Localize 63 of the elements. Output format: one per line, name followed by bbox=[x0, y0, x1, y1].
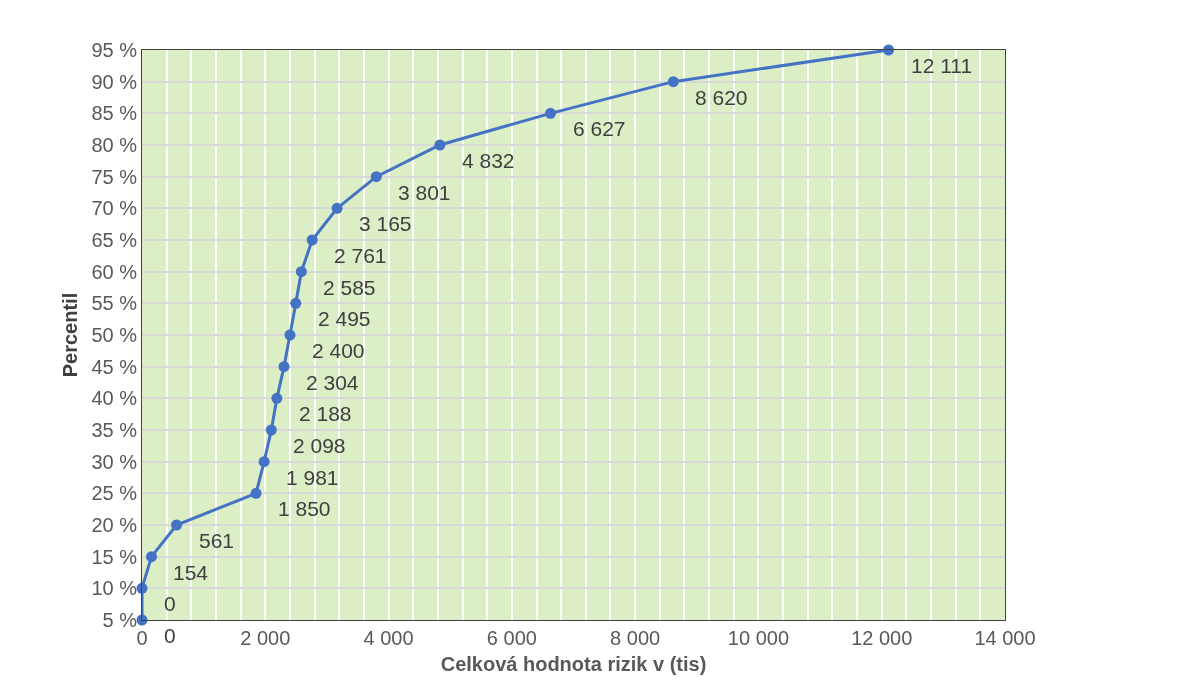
y-tick-label: 25 % bbox=[91, 482, 138, 505]
point bbox=[171, 519, 183, 531]
x-tick-label: 10 000 bbox=[727, 627, 790, 649]
y-tick-label: 75 % bbox=[91, 165, 138, 188]
y-tick-label: 15 % bbox=[91, 545, 138, 568]
x-tick-label: 8 000 bbox=[610, 627, 661, 649]
y-tick-label: 55 % bbox=[91, 292, 138, 315]
annotation: 154 bbox=[173, 561, 209, 584]
annotation: 12 111 bbox=[911, 54, 973, 77]
y-tick-label: 40 % bbox=[91, 387, 138, 410]
y-tick-label: 65 % bbox=[91, 229, 138, 251]
point bbox=[331, 202, 343, 214]
y-tick-label: 70 % bbox=[91, 197, 138, 220]
point bbox=[667, 76, 679, 88]
point bbox=[306, 234, 318, 246]
annotation: 6 627 bbox=[573, 117, 626, 140]
point bbox=[370, 171, 382, 183]
point bbox=[258, 456, 270, 468]
y-tick-label: 60 % bbox=[91, 260, 138, 283]
y-tick-label: 95 % bbox=[91, 39, 138, 61]
point bbox=[295, 266, 307, 278]
y-tick-label: 45 % bbox=[91, 355, 138, 378]
annotation: 3 801 bbox=[398, 181, 451, 204]
x-tick-label: 2 000 bbox=[240, 627, 291, 649]
annotation: 2 188 bbox=[299, 402, 352, 425]
point bbox=[278, 361, 290, 373]
x-axis-title: Celková hodnota rizik v (tis) bbox=[440, 652, 707, 675]
y-tick-label: 20 % bbox=[91, 514, 138, 536]
point bbox=[434, 139, 446, 151]
annotation: 2 761 bbox=[334, 244, 387, 267]
x-tick-label: 6 000 bbox=[486, 627, 537, 649]
annotation: 2 400 bbox=[312, 339, 365, 362]
annotation: 4 832 bbox=[462, 149, 515, 172]
point bbox=[545, 107, 557, 119]
y-tick-label: 35 % bbox=[91, 419, 138, 441]
x-tick-label: 14 000 bbox=[974, 627, 1036, 649]
y-tick-label: 10 % bbox=[91, 577, 138, 600]
y-tick-label: 50 % bbox=[91, 324, 138, 346]
point bbox=[271, 392, 283, 404]
y-tick-label: 90 % bbox=[91, 70, 138, 93]
x-tick-label: 0 bbox=[136, 627, 148, 649]
x-tick-label: 12 000 bbox=[851, 627, 913, 649]
y-tick-label: 5 % bbox=[102, 609, 138, 631]
annotation: 2 495 bbox=[318, 307, 371, 330]
y-axis-title: Percentil bbox=[58, 292, 81, 378]
point bbox=[250, 487, 262, 499]
annotation: 2 585 bbox=[323, 276, 376, 299]
y-tick-label: 30 % bbox=[91, 450, 138, 473]
annotation: 2 098 bbox=[293, 434, 346, 457]
annotation: 1 981 bbox=[286, 466, 339, 489]
y-tick-label: 80 % bbox=[91, 134, 138, 156]
annotation: 0 bbox=[164, 592, 176, 615]
annotation: 8 620 bbox=[695, 86, 748, 109]
annotation: 1 850 bbox=[278, 497, 331, 520]
point bbox=[290, 297, 302, 309]
point bbox=[265, 424, 277, 436]
annotation: 3 165 bbox=[359, 212, 412, 235]
annotation: 561 bbox=[199, 529, 235, 552]
y-tick-label: 85 % bbox=[91, 102, 138, 125]
point bbox=[145, 551, 157, 563]
point bbox=[284, 329, 296, 341]
annotation: 2 304 bbox=[306, 371, 359, 394]
x-tick-label: 4 000 bbox=[363, 627, 414, 649]
